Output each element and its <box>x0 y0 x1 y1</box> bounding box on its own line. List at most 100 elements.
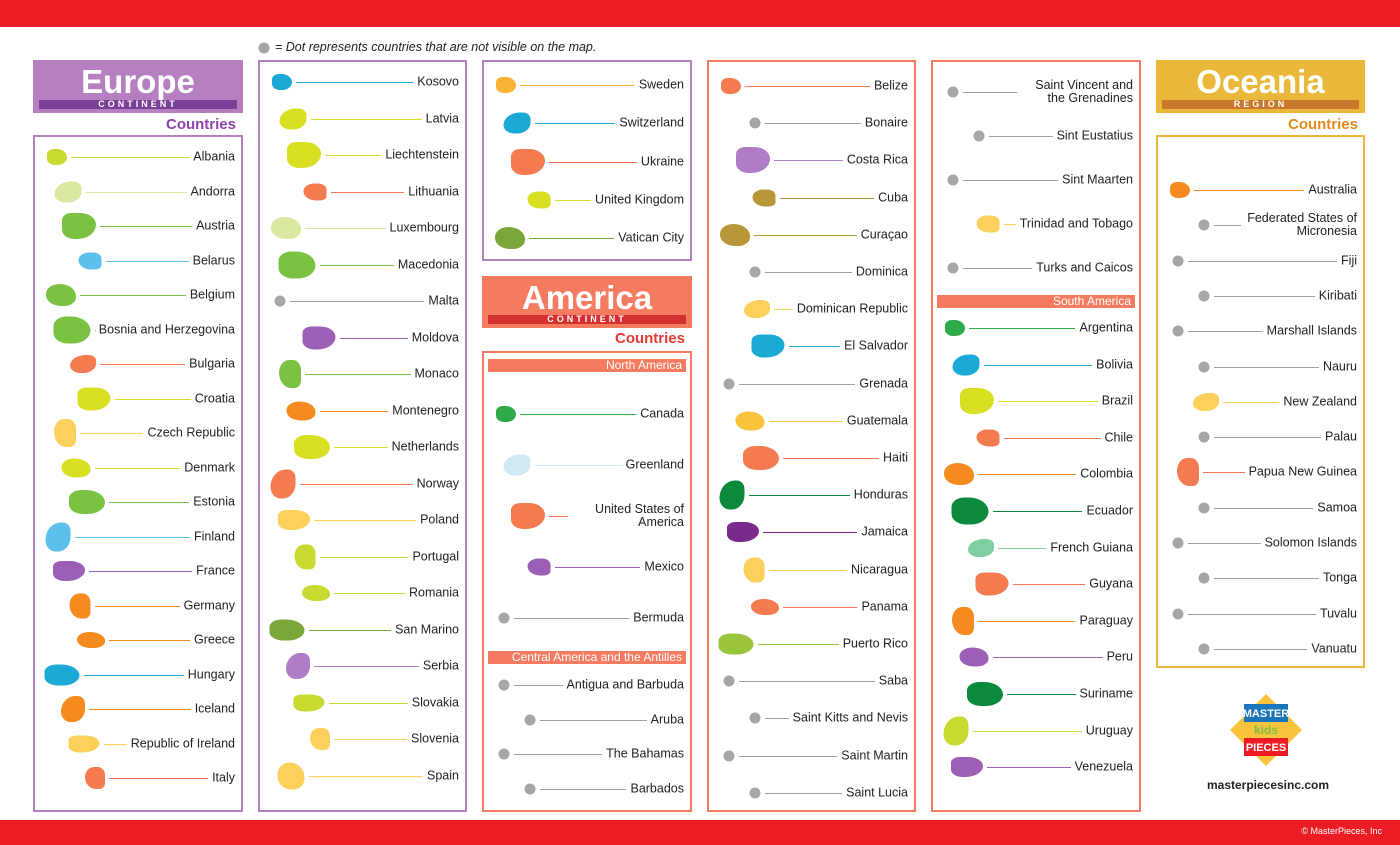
country-shape <box>743 446 779 470</box>
leader-line <box>549 516 568 517</box>
leader-line <box>325 155 382 156</box>
country-shape <box>735 411 765 431</box>
leader-line <box>768 569 848 571</box>
bottom-bar <box>0 820 1400 845</box>
country-name: Panama <box>861 599 908 614</box>
leader-line <box>765 718 789 720</box>
country-name: Macedonia <box>397 257 459 271</box>
country-name: Costa Rica <box>846 152 908 167</box>
country-name: Belgium <box>189 287 235 302</box>
country-shape <box>310 728 330 750</box>
country-shape <box>277 762 305 789</box>
hidden-country-dot <box>1198 431 1210 443</box>
country-shape <box>279 108 307 129</box>
leader-line <box>334 739 408 740</box>
country-shape <box>727 522 759 543</box>
country-name: Moldova <box>411 330 459 344</box>
country-name: The Bahamas <box>606 746 684 761</box>
section-title: America <box>521 279 653 316</box>
country-shape <box>720 223 750 246</box>
section-title: Oceania <box>1196 63 1325 100</box>
country-name: Bermuda <box>633 610 684 625</box>
leader-line <box>83 674 184 676</box>
country-name: Canada <box>640 406 684 421</box>
website: masterpiecesinc.com <box>1206 778 1330 792</box>
leader-line <box>554 199 592 201</box>
hidden-country-dot <box>1198 572 1210 584</box>
country-name: Turks and Caicos <box>1036 260 1133 275</box>
country-name: Vanuatu <box>1311 641 1357 656</box>
country-name: Colombia <box>1080 466 1133 481</box>
leader-line <box>739 681 875 683</box>
country-shape <box>286 653 310 679</box>
country-name: Slovenia <box>411 731 459 746</box>
country-shape <box>45 522 71 551</box>
leader-line <box>89 571 193 572</box>
leader-line <box>783 606 858 608</box>
leader-line <box>1012 584 1086 586</box>
country-shape <box>944 463 974 486</box>
logo: MASTER kids PIECES <box>1230 694 1302 766</box>
country-shape <box>721 78 741 94</box>
country-name: Czech Republic <box>147 425 235 440</box>
leader-line <box>103 743 127 745</box>
leader-line <box>783 458 879 459</box>
leader-line <box>319 264 394 266</box>
country-shape <box>959 647 989 667</box>
country-shape <box>968 538 994 557</box>
country-shape <box>1193 392 1219 411</box>
country-name: Norway <box>416 476 459 490</box>
country-name: Nicaragua <box>851 562 908 577</box>
country-name: Venezuela <box>1074 759 1133 774</box>
hidden-country-dot <box>1172 255 1184 267</box>
country-shape <box>960 388 994 415</box>
country-name: Palau <box>1325 429 1357 444</box>
country-name: Curaçao <box>860 227 908 242</box>
panel <box>482 60 692 261</box>
country-name: Hungary <box>187 667 235 681</box>
hidden-country-dot <box>749 712 761 724</box>
leader-line <box>80 433 144 434</box>
hidden-country-dot <box>749 117 761 129</box>
country-name: Italy <box>212 770 235 785</box>
country-shape <box>286 401 316 420</box>
leader-line <box>514 618 630 619</box>
logo-text: PIECES <box>1246 742 1286 754</box>
subheading: North America <box>488 359 686 372</box>
leader-line <box>529 238 615 240</box>
hidden-country-dot <box>524 714 536 726</box>
leader-line <box>85 191 187 193</box>
leader-line <box>514 754 603 756</box>
country-name: Samoa <box>1317 500 1357 515</box>
country-shape <box>503 454 531 476</box>
countries-label: Countries <box>165 116 236 133</box>
country-name: Slovakia <box>411 695 459 709</box>
country-shape <box>496 77 516 93</box>
leader-line <box>334 447 388 448</box>
hidden-country-dot <box>498 748 510 760</box>
leader-line <box>109 778 209 779</box>
country-name: Dominica <box>855 264 908 279</box>
leader-line <box>1188 331 1263 333</box>
legend-dot <box>258 42 270 54</box>
leader-line <box>739 755 838 757</box>
hidden-country-dot <box>973 130 985 142</box>
country-shape <box>495 227 525 250</box>
leader-line <box>969 328 1076 329</box>
country-name: Iceland <box>194 701 235 716</box>
country-name: Tuvalu <box>1319 606 1357 621</box>
leader-line <box>94 605 180 607</box>
panel <box>33 135 243 812</box>
leader-line <box>972 730 1082 732</box>
country-shape <box>77 632 105 648</box>
country-shape <box>303 183 327 200</box>
country-name: Austria <box>196 218 235 233</box>
leader-line <box>963 268 1033 269</box>
country-shape <box>69 490 105 514</box>
country-name: Switzerland <box>619 115 684 130</box>
country-name: Belarus <box>192 253 235 267</box>
country-name: Greece <box>194 632 235 647</box>
section-label: CONTINENT <box>488 315 686 324</box>
hidden-country-dot <box>723 675 735 687</box>
